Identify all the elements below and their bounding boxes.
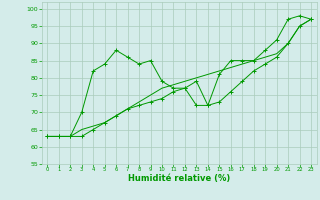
X-axis label: Humidité relative (%): Humidité relative (%) — [128, 174, 230, 183]
